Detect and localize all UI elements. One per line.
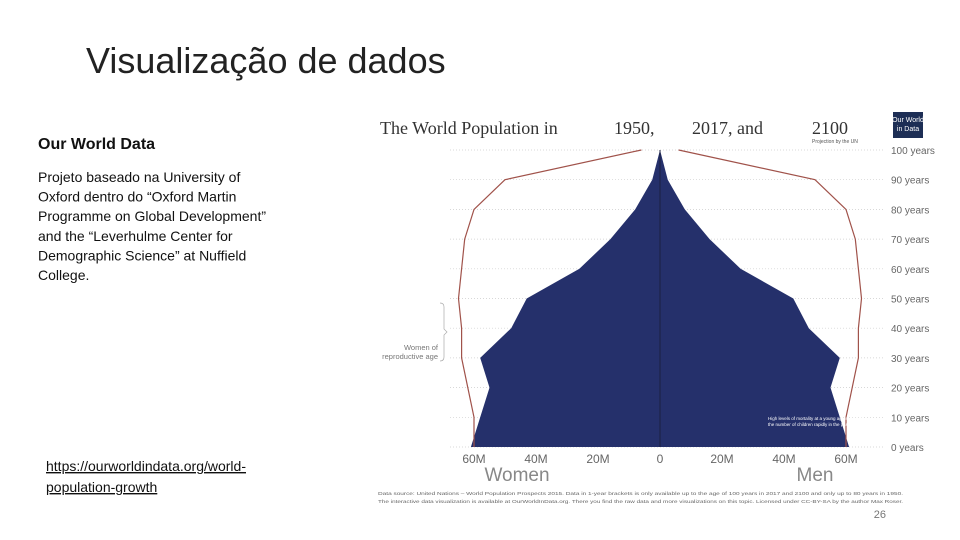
age-tick-label: 30 years	[891, 354, 929, 365]
x-tick-label: 20M	[710, 452, 733, 466]
figure-title: 2017, and	[692, 118, 763, 138]
age-tick-label: 0 years	[891, 443, 924, 454]
logo-text: Our World	[892, 117, 924, 124]
side-label: Women	[484, 465, 549, 486]
x-tick-label: 40M	[524, 452, 547, 466]
side-label: Men	[797, 465, 834, 486]
x-tick-label: 60M	[462, 452, 485, 466]
body-line: Projeto baseado na University of	[38, 169, 240, 185]
logo-text: in Data	[897, 126, 919, 133]
body-line: and the “Leverhulme Center for	[38, 228, 233, 244]
heading: Our World Data	[38, 136, 155, 153]
age-tick-label: 80 years	[891, 205, 929, 216]
population-area	[660, 150, 850, 447]
age-tick-label: 90 years	[891, 176, 929, 187]
annotation: Women of	[404, 343, 439, 352]
figure-title: The World Population in	[380, 118, 558, 138]
body-line: College.	[38, 267, 89, 283]
page-number: 26	[874, 509, 886, 521]
annotation: High levels of mortality at a young age …	[768, 416, 862, 421]
age-tick-label: 20 years	[891, 384, 929, 395]
x-tick-label: 40M	[772, 452, 795, 466]
population-area	[470, 150, 660, 447]
link[interactable]: population-growth	[46, 479, 157, 495]
figure-title: 1950,	[614, 118, 655, 138]
slide-title: Visualização de dados	[86, 40, 446, 81]
age-tick-label: 40 years	[891, 324, 929, 335]
logo	[893, 112, 923, 138]
link[interactable]: https://ourworldindata.org/world-	[46, 458, 246, 474]
age-tick-label: 10 years	[891, 413, 929, 424]
body-line: Programme on Global Development”	[38, 208, 266, 224]
body-line: Oxford dentro do “Oxford Martin	[38, 189, 236, 205]
x-tick-label: 0	[657, 452, 664, 466]
annotation: the number of children rapidly in the pa…	[768, 422, 850, 427]
x-tick-label: 20M	[586, 452, 609, 466]
age-tick-label: 50 years	[891, 295, 929, 306]
age-tick-label: 70 years	[891, 235, 929, 246]
bracket	[439, 302, 448, 362]
x-tick-label: 60M	[834, 452, 857, 466]
figure-title: 2100	[812, 118, 848, 138]
source-line: The interactive data visualization is av…	[378, 499, 903, 505]
population-outline	[457, 149, 642, 447]
age-tick-label: 100 years	[891, 146, 935, 157]
annotation: reproductive age	[382, 352, 438, 361]
body-line: Demographic Science” at Nuffield	[38, 247, 246, 263]
source-line: Data source: United Nations – World Popu…	[378, 491, 903, 497]
projection-note: Projection by the UN	[812, 139, 858, 145]
age-tick-label: 60 years	[891, 265, 929, 276]
population-outline	[678, 149, 863, 447]
